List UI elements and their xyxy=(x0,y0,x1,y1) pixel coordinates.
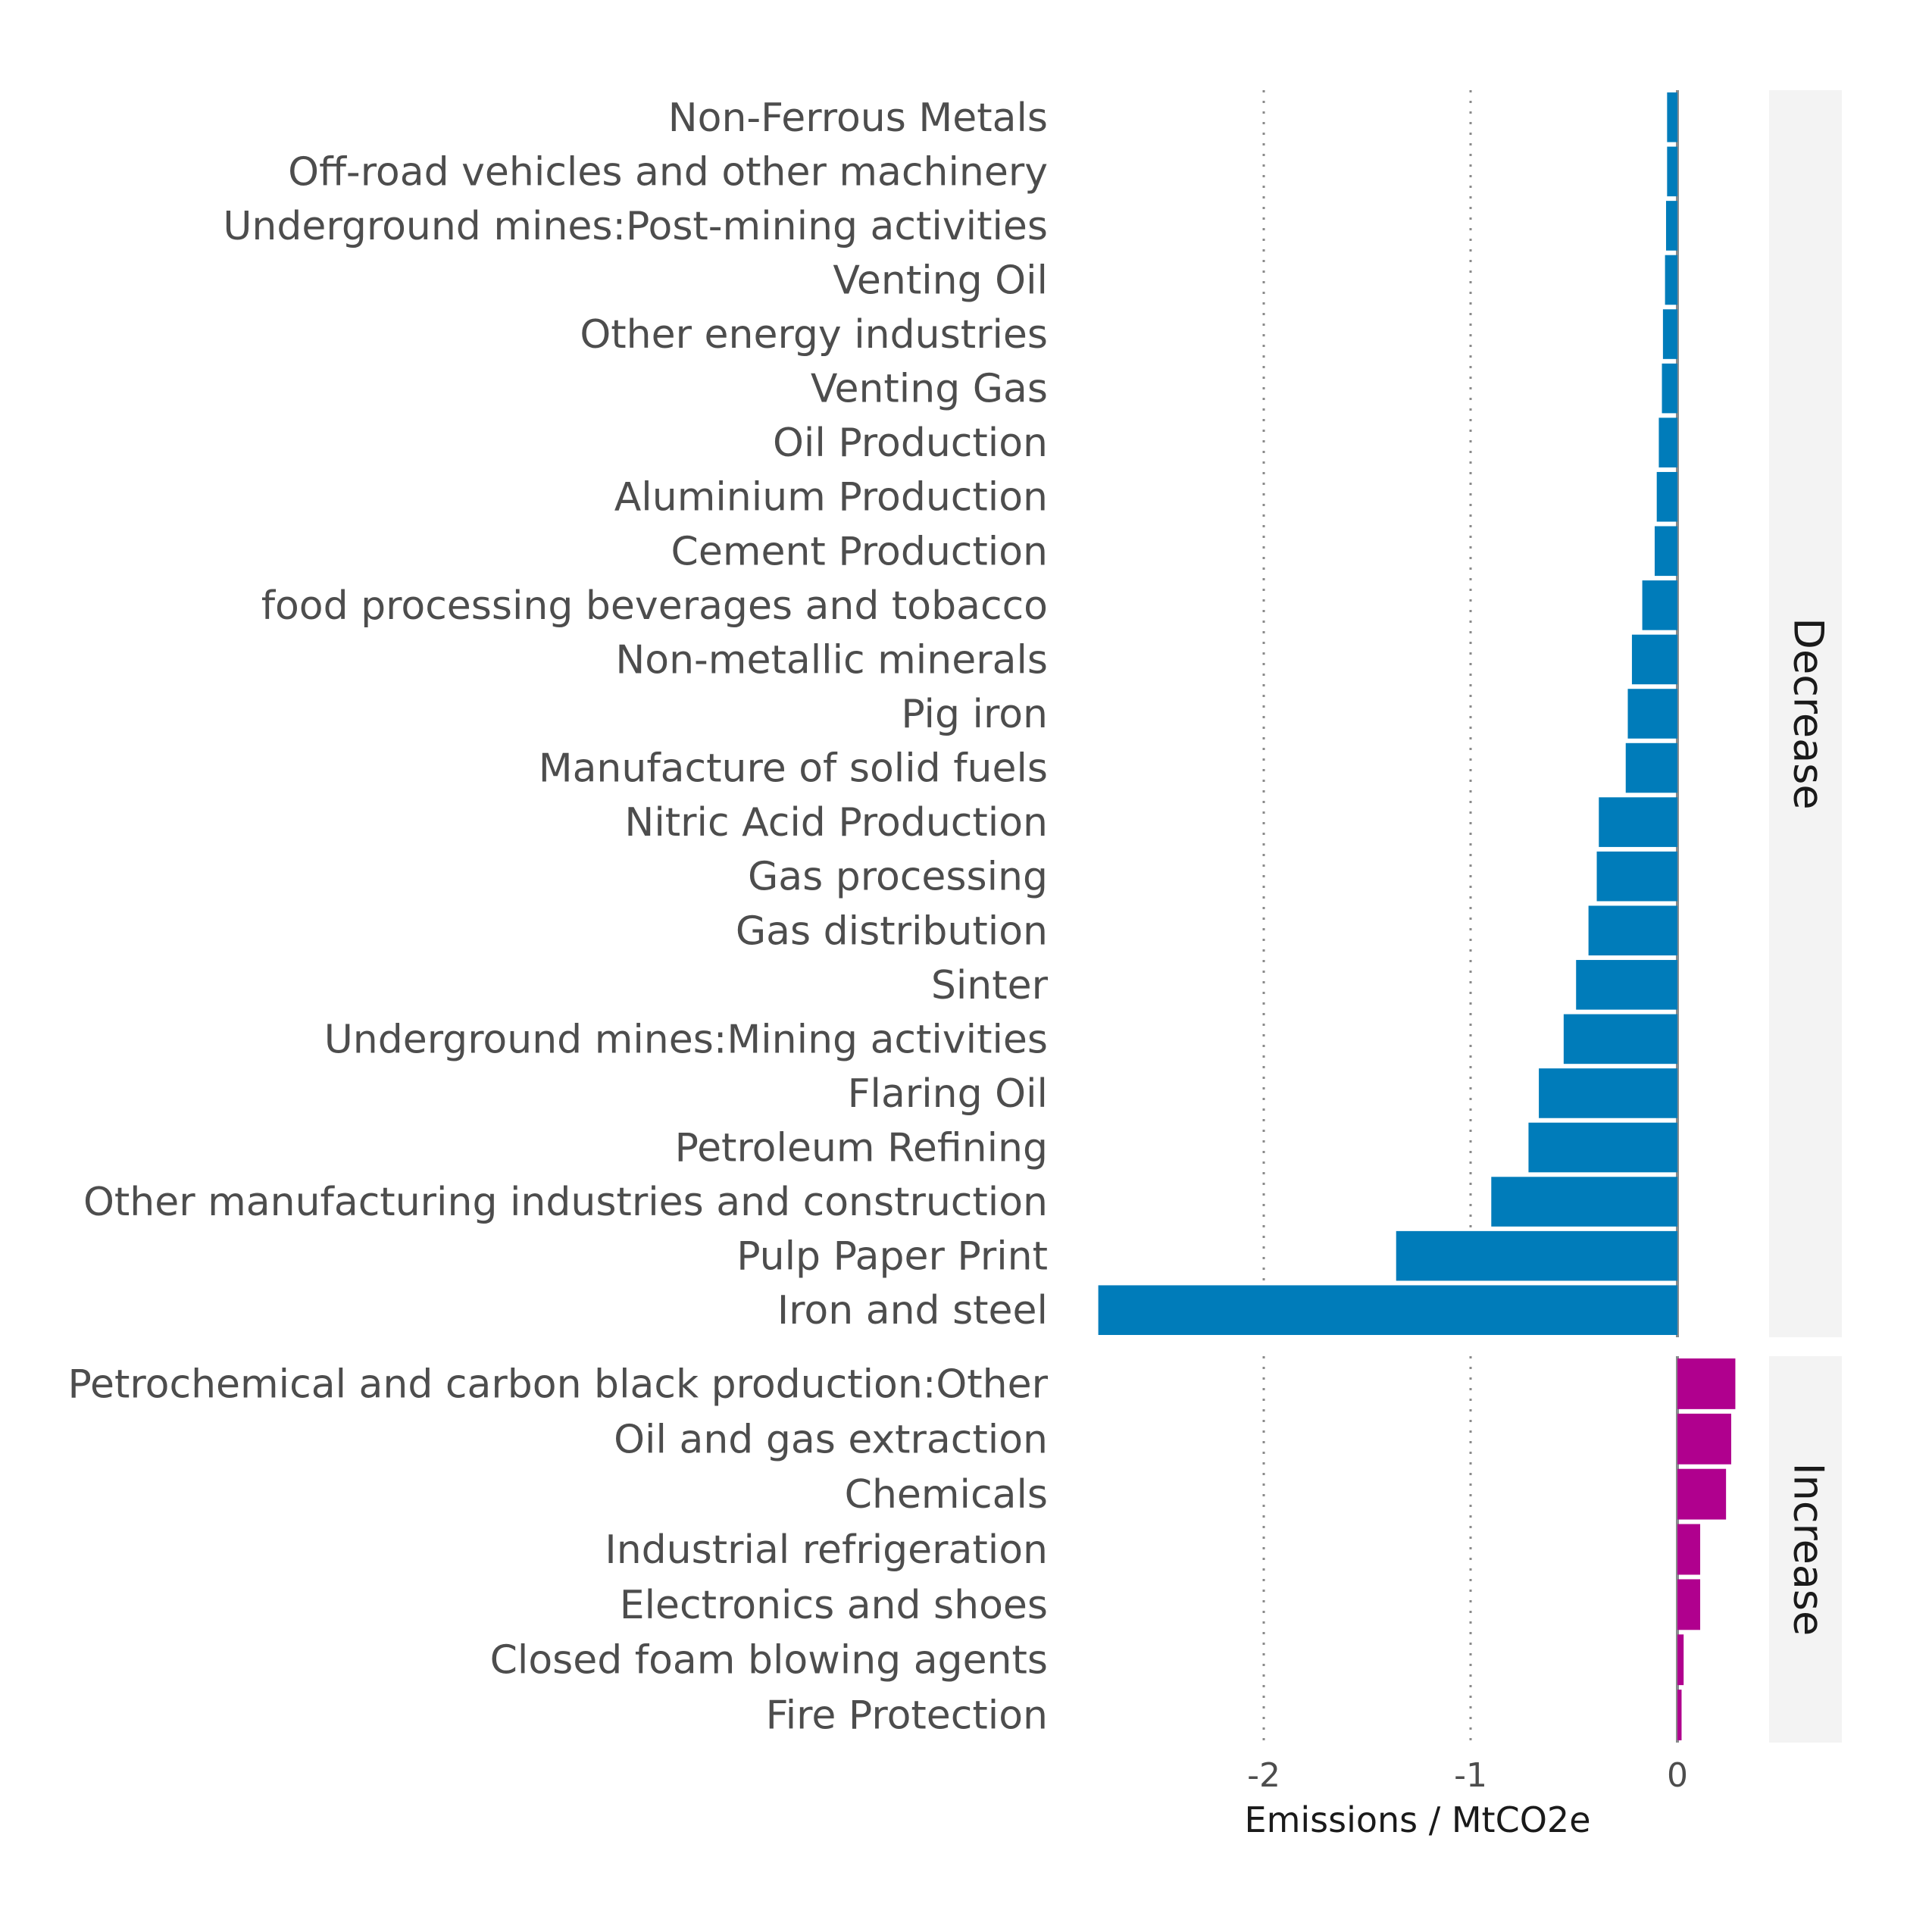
category-label: Petrochemical and carbon black productio… xyxy=(68,1361,1049,1407)
category-label: Flaring Oil xyxy=(848,1071,1048,1117)
category-label: Sinter xyxy=(931,963,1049,1008)
category-label: Underground mines:Post-mining activities xyxy=(223,204,1048,249)
bar xyxy=(1631,634,1677,685)
category-label: Industrial refrigeration xyxy=(605,1527,1048,1573)
bar xyxy=(1627,689,1677,739)
facet-label: Increase xyxy=(1784,1463,1832,1637)
bar xyxy=(1677,1690,1682,1740)
bar xyxy=(1576,960,1677,1010)
category-label: Off-road vehicles and other machinery xyxy=(288,149,1048,195)
x-tick-label: -2 xyxy=(1247,1756,1280,1795)
category-label: Oil and gas extraction xyxy=(614,1417,1048,1462)
bar xyxy=(1599,797,1677,847)
category-label: Venting Oil xyxy=(833,258,1048,303)
bars xyxy=(1098,92,1736,1740)
facet-strips: Decrease Increase xyxy=(1769,90,1842,1743)
bar xyxy=(1665,201,1677,251)
category-label: Fire Protection xyxy=(766,1693,1048,1739)
category-label: Non-metallic minerals xyxy=(615,637,1048,683)
category-label: Closed foam blowing agents xyxy=(490,1638,1048,1683)
bar xyxy=(1098,1285,1677,1335)
bar xyxy=(1654,526,1677,577)
category-label: Other manufacturing industries and const… xyxy=(83,1180,1048,1225)
category-label: Petroleum Refining xyxy=(675,1126,1048,1171)
category-labels: Non-Ferrous Metals Off-road vehicles and … xyxy=(68,95,1049,1739)
x-tick-label: -1 xyxy=(1454,1756,1487,1795)
category-label: Venting Gas xyxy=(811,367,1048,412)
category-label: Pig iron xyxy=(901,692,1048,737)
bar xyxy=(1677,1634,1684,1686)
bar xyxy=(1665,255,1677,305)
bar xyxy=(1662,309,1677,359)
category-label: Cement Production xyxy=(671,529,1048,574)
bar xyxy=(1528,1122,1677,1173)
category-label: Iron and steel xyxy=(777,1288,1048,1333)
bar xyxy=(1642,580,1677,630)
category-label: Other energy industries xyxy=(580,312,1048,358)
category-label: Aluminium Production xyxy=(614,475,1048,521)
bar xyxy=(1667,92,1677,142)
bar xyxy=(1667,146,1677,197)
category-label: Manufacture of solid fuels xyxy=(539,746,1048,792)
category-label: Gas processing xyxy=(748,855,1048,900)
x-tick-label: 0 xyxy=(1667,1756,1688,1795)
facet-strip xyxy=(1769,1356,1842,1743)
facet-strip xyxy=(1769,90,1842,1337)
bar xyxy=(1625,742,1677,793)
category-label: Underground mines:Mining activities xyxy=(324,1017,1048,1062)
bar xyxy=(1563,1014,1677,1064)
category-label: Pulp Paper Print xyxy=(736,1234,1048,1280)
bar xyxy=(1677,1413,1731,1465)
category-label: Electronics and shoes xyxy=(620,1583,1048,1628)
bar xyxy=(1396,1230,1677,1281)
bar xyxy=(1677,1524,1701,1575)
category-label: Oil Production xyxy=(773,420,1048,466)
bar xyxy=(1491,1177,1677,1227)
category-label: Nitric Acid Production xyxy=(624,800,1048,846)
category-label: food processing beverages and tobacco xyxy=(261,583,1048,629)
bar xyxy=(1539,1068,1677,1118)
category-label: Chemicals xyxy=(845,1472,1048,1518)
bar xyxy=(1662,363,1677,414)
category-label: Non-Ferrous Metals xyxy=(668,95,1048,141)
bar xyxy=(1677,1579,1701,1630)
bar xyxy=(1656,471,1677,522)
bar xyxy=(1677,1358,1736,1409)
bar xyxy=(1588,905,1677,956)
x-axis-ticks: -2 -1 0 xyxy=(1247,1756,1688,1795)
category-label: Gas distribution xyxy=(736,908,1048,954)
x-axis-title: Emissions / MtCO2e xyxy=(1245,1799,1591,1840)
bar xyxy=(1658,417,1677,467)
bar xyxy=(1677,1468,1727,1520)
bar xyxy=(1596,851,1677,902)
facet-label: Decrease xyxy=(1784,617,1832,809)
